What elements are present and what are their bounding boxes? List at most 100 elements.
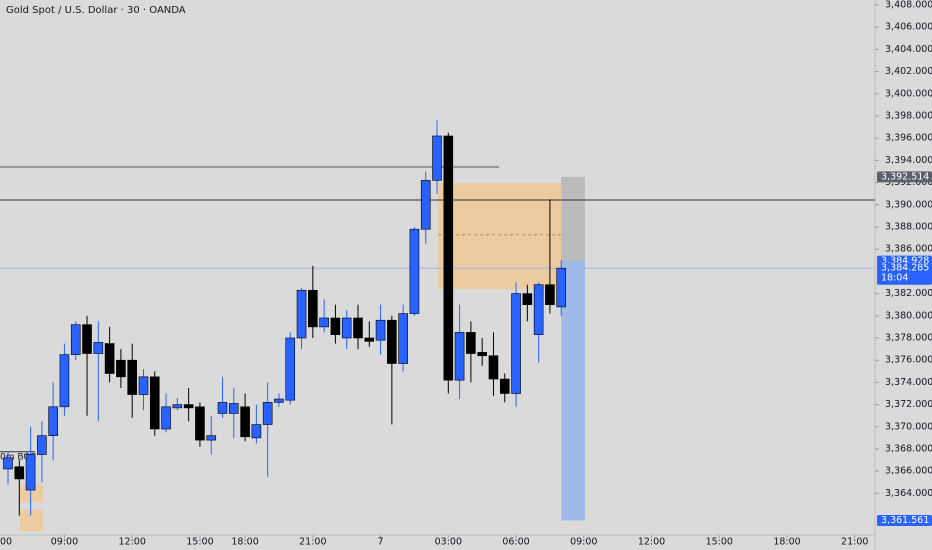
y-tick-label: 3,378.000	[885, 332, 932, 343]
candle-body	[499, 378, 510, 394]
candle-body	[161, 406, 171, 430]
y-tick-label: 3,396.000	[885, 133, 932, 144]
candle-body	[341, 317, 352, 339]
price-tag	[877, 514, 932, 526]
x-tick-label: 15:00	[186, 537, 213, 548]
candle-body	[387, 319, 397, 364]
y-tick-label: 3,394.000	[885, 155, 932, 166]
x-tick-label: 09:00	[51, 537, 78, 548]
candle-body	[183, 404, 194, 409]
y-tick-label: 3,406.000	[885, 22, 932, 33]
candle-body	[296, 289, 307, 339]
candle-body	[330, 317, 341, 335]
zone	[561, 261, 585, 521]
y-tick-label: 3,386.000	[885, 244, 932, 255]
candle-body	[545, 284, 555, 305]
candle-body	[262, 402, 273, 425]
y-tick-label: 3,374.000	[885, 377, 932, 388]
price-tag-label: 3,384.285	[881, 263, 929, 274]
x-tick-label: 03:00	[435, 537, 462, 548]
y-tick-label: 3,380.000	[885, 310, 932, 321]
zone	[438, 183, 562, 290]
chart-title: Gold Spot / U.S. Dollar · 30 · OANDA	[6, 5, 186, 16]
price-tag-countdown: 18:04	[881, 273, 908, 284]
candle-body	[274, 398, 284, 403]
candle-body	[195, 406, 205, 441]
price-tag-label: 3,392.514	[881, 171, 929, 182]
y-tick-label: 3,404.000	[885, 44, 932, 55]
candle-body	[398, 313, 408, 364]
candle-body	[149, 376, 160, 430]
price-tag-label: 3,384.928	[881, 256, 929, 267]
zone	[19, 510, 43, 532]
candle-body	[533, 284, 544, 335]
y-tick-label: 3,368.000	[885, 443, 932, 454]
x-tick-label: 18:00	[231, 537, 258, 548]
y-tick-label: 3,390.000	[885, 199, 932, 210]
candle-body	[522, 293, 533, 305]
y-tick-label: 3,376.000	[885, 355, 932, 366]
candle-body	[82, 324, 92, 354]
candle-body	[285, 337, 296, 401]
x-tick-label: 21:00	[841, 537, 868, 548]
y-tick-label: 3,402.000	[885, 66, 932, 77]
candle-body	[138, 376, 149, 395]
y-tick-label: 3,388.000	[885, 221, 932, 232]
x-tick-label: 00	[0, 537, 12, 548]
x-tick-label: 12:00	[638, 537, 665, 548]
candle-body	[14, 466, 25, 480]
candle-body	[466, 332, 476, 354]
x-tick-label: 09:00	[570, 537, 597, 548]
y-tick-label: 3,382.000	[885, 288, 932, 299]
candle-body	[25, 454, 36, 491]
x-tick-label: 12:00	[118, 537, 145, 548]
candle-body	[409, 228, 420, 314]
candle-body	[420, 180, 431, 230]
line-label: 0m BOS	[0, 452, 36, 462]
y-tick-label: 3,364.000	[885, 488, 932, 499]
candle-body	[116, 359, 126, 378]
candle-body	[319, 317, 329, 328]
candle-body	[93, 342, 104, 354]
zone	[561, 176, 585, 262]
candle-body	[432, 135, 442, 181]
y-tick-label: 3,398.000	[885, 110, 932, 121]
y-tick-label: 3,392.000	[885, 177, 932, 188]
price-tag	[877, 171, 932, 183]
x-tick-label: 06:00	[502, 537, 529, 548]
candle-body	[240, 406, 250, 438]
candle-body	[70, 324, 81, 355]
candle-body	[48, 406, 58, 436]
candle-body	[308, 289, 318, 328]
candle-body	[104, 343, 115, 374]
candle-body	[217, 402, 228, 414]
candle-body	[172, 404, 183, 409]
candle-body	[251, 424, 262, 439]
candle-body	[477, 352, 487, 357]
x-tick-label: 21:00	[299, 537, 326, 548]
candle-body	[454, 332, 465, 381]
x-tick-label: 15:00	[706, 537, 733, 548]
candle-body	[556, 267, 567, 308]
candle-body	[353, 317, 363, 339]
candle-body	[229, 403, 239, 414]
y-tick-label: 3,370.000	[885, 421, 932, 432]
y-tick-label: 3,366.000	[885, 466, 932, 477]
price-tag	[877, 262, 932, 285]
x-tick-label: 18:00	[773, 537, 800, 548]
candle-body	[206, 435, 217, 441]
y-tick-label: 3,408.000	[885, 0, 932, 10]
candle-body	[59, 354, 70, 408]
zone	[19, 484, 43, 503]
candle-body	[127, 359, 137, 395]
price-tag-label: 3,361.561	[881, 515, 929, 526]
candle-body	[488, 355, 499, 380]
candle-body	[511, 293, 521, 394]
y-tick-label: 3,372.000	[885, 399, 932, 410]
y-tick-label: 3,400.000	[885, 88, 932, 99]
candle-body	[375, 319, 386, 341]
candle-body	[3, 457, 13, 470]
x-tick-label: 7	[378, 537, 384, 548]
candle-body	[443, 135, 454, 381]
